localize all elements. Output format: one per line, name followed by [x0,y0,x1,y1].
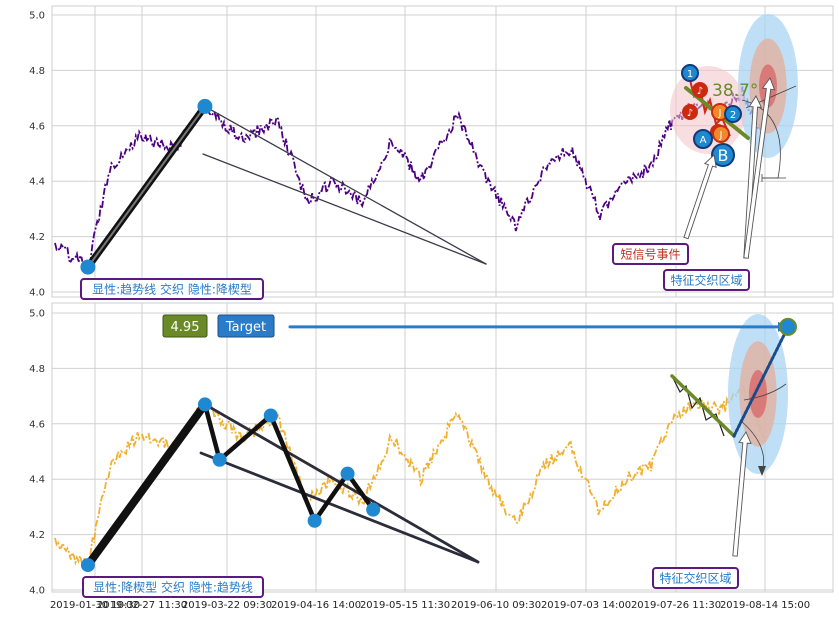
x-tick-label: 2019-07-26 11:30 [631,600,721,611]
bottom-target-label: Target [225,320,266,335]
top-short-signal-label-box [612,243,689,265]
bottom-feature-halo-inner [749,370,767,418]
top-y-tick-label: 4.8 [29,66,45,77]
top-arrow-to-signal [683,154,717,240]
bottom-y-tick-label: 4.6 [29,419,45,430]
top-y-tick-label: 4.6 [29,121,45,132]
top-red-signal-marker [682,104,698,120]
top-red-signal-label: ♪ [697,86,703,97]
bottom-plot-frame [51,302,834,593]
top-angle-label: 38.7° [712,81,758,101]
top-event-marker-label: A [700,135,707,146]
bottom-angle-line [670,374,736,438]
x-tick-label: 2019-02-27 11:30 [97,600,187,611]
top-event-marker-label: 1 [687,69,693,80]
bottom-y-tick-label: 4.2 [29,530,45,541]
bottom-target-badge [217,314,275,338]
top-wedge-upper-line [204,105,487,265]
bottom-angle-arc [743,383,787,401]
x-tick-label: 2019-01-30 10:30 [50,600,140,611]
x-tick-label: 2019-08-14 15:00 [720,600,810,611]
top-red-signal-label: ♪ [687,108,693,119]
bottom-pattern-label: 显性:降楔型 交织 隐性:趋势线 [93,580,253,595]
top-event-marker [711,143,735,167]
top-orange-signal-marker [712,125,730,143]
bottom-zigzag-marker [307,513,322,528]
top-feature-zone-label-box [663,269,750,291]
top-event-marker-label: 2 [730,110,736,121]
top-feature-zone-label: 特征交织区域 [670,273,742,288]
x-tick-label: 2019-03-22 09:30 [182,600,272,611]
top-y-tick-label: 5.0 [29,11,45,22]
top-short-signal-label: 短信号事件 [620,248,680,262]
bottom-y-tick-label: 4.4 [29,475,45,486]
bottom-zigzag-marker [263,408,278,423]
top-pattern-label: 显性:趋势线 交织 隐性:降楔型 [92,282,252,297]
bottom-zigzag-marker [366,502,381,517]
bottom-zigzag-marker [340,466,355,481]
top-orange-signal-label: J [718,108,722,119]
bottom-zigzag-marker [80,558,95,573]
bottom-target-marker [779,317,797,336]
top-event-marker [693,129,713,149]
bottom-pattern-label-box [82,576,264,598]
top-trend-start-marker [80,259,96,275]
bottom-target-projection [732,325,790,438]
x-tick-label: 2019-06-10 09:30 [451,600,541,611]
top-y-tick-label: 4.4 [29,177,45,188]
top-trend-thick-core [86,105,206,269]
bottom-y-tick-label: 4.8 [29,364,45,375]
top-event-marker-label: B [718,146,729,165]
top-event-marker [724,105,742,123]
bottom-zigzag-marker [212,452,227,467]
top-arrow-to-halo-a [743,95,763,259]
top-angle-tick [761,174,786,182]
bottom-feature-zone-label: 特征交织区域 [659,571,731,586]
panel-bottom: 4.0 4.2 4.4 4.6 4.8 5.0 4.95 Target 显性:降楔型 交织 隐性… [29,302,834,598]
top-y-tick-label: 4.0 [29,288,45,299]
bottom-target-value-badge [162,314,208,338]
top-red-signal-marker [692,82,708,98]
top-orange-signal-label: J [719,130,723,141]
x-tick-label: 2019-05-15 11:30 [360,600,450,611]
bottom-arrow-to-halo [732,431,752,557]
bottom-wedge-lower-line [199,451,480,564]
x-tick-label: 2019-07-03 14:00 [541,600,631,611]
top-event-marker [681,64,699,82]
top-pattern-label-box [80,278,264,300]
bottom-y-tick-label: 4.0 [29,586,45,597]
bottom-angle-arrowhead [758,466,766,476]
top-trend-peak-marker [197,98,213,114]
top-series-line [54,86,766,270]
x-tick-label: 2019-04-16 14:00 [271,600,361,611]
top-wedge-lower-line [202,153,487,265]
bottom-zigzag-marker [197,397,212,412]
top-y-tick-label: 4.2 [29,232,45,243]
bottom-target-value-label: 4.95 [171,320,200,335]
top-arrow-to-halo-b [743,77,776,259]
bottom-feature-zone-label-box [652,567,739,589]
bottom-y-tick-label: 5.0 [29,309,45,320]
